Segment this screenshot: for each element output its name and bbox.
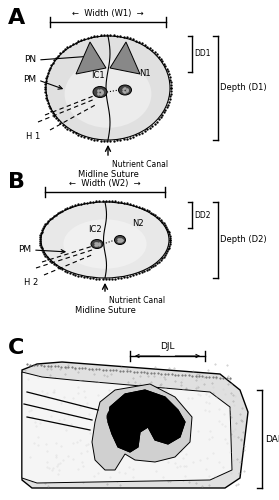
- Text: PN: PN: [24, 56, 36, 64]
- Ellipse shape: [93, 86, 107, 98]
- Text: B: B: [8, 172, 25, 192]
- Text: Nutrient Canal: Nutrient Canal: [112, 160, 168, 169]
- Polygon shape: [22, 372, 232, 483]
- Polygon shape: [22, 362, 248, 488]
- Text: DJL: DJL: [160, 342, 175, 351]
- Polygon shape: [110, 42, 140, 74]
- Text: Depth (D2): Depth (D2): [220, 236, 267, 244]
- Text: Depth (D1): Depth (D1): [220, 84, 267, 92]
- Text: N2: N2: [132, 219, 144, 228]
- Ellipse shape: [114, 236, 126, 244]
- Text: Midline Suture: Midline Suture: [78, 170, 138, 179]
- Text: mf: mf: [65, 388, 77, 396]
- Text: DD1: DD1: [194, 50, 210, 58]
- Ellipse shape: [41, 202, 169, 278]
- Ellipse shape: [63, 220, 146, 268]
- Ellipse shape: [46, 36, 170, 140]
- Text: ←  Width (W2)  →: ← Width (W2) →: [69, 179, 141, 188]
- Ellipse shape: [91, 240, 103, 248]
- Text: IC2: IC2: [88, 225, 102, 234]
- Polygon shape: [76, 42, 106, 74]
- Text: DAD: DAD: [265, 434, 279, 444]
- Text: C: C: [8, 338, 24, 358]
- Text: H 2: H 2: [24, 278, 38, 287]
- Text: ←  Width (W1)  →: ← Width (W1) →: [72, 9, 144, 18]
- Ellipse shape: [119, 85, 131, 95]
- Text: IC1: IC1: [91, 71, 105, 80]
- Text: Nutrient Canal: Nutrient Canal: [109, 296, 165, 305]
- Text: PM: PM: [23, 76, 36, 84]
- Text: Midline Suture: Midline Suture: [74, 306, 135, 315]
- Text: PM: PM: [18, 246, 31, 254]
- Text: A: A: [8, 8, 25, 28]
- Polygon shape: [92, 384, 192, 470]
- Ellipse shape: [65, 60, 151, 128]
- Text: H 1: H 1: [26, 132, 40, 141]
- Text: N1: N1: [139, 69, 151, 78]
- Polygon shape: [108, 390, 185, 452]
- Circle shape: [107, 409, 123, 425]
- Text: DD2: DD2: [194, 210, 210, 220]
